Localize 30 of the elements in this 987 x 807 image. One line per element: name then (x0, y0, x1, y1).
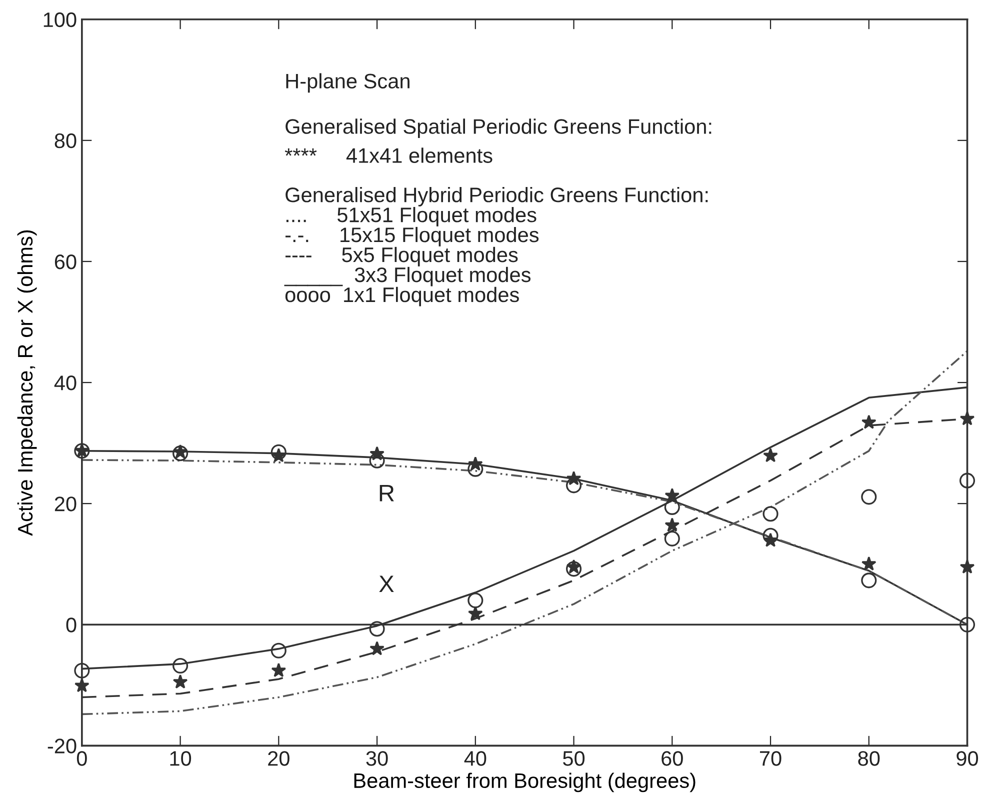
annotation: oooo 1x1 Floquet modes (285, 286, 519, 306)
x-tick-label: 30 (366, 751, 388, 766)
y-tick-label: -20 (48, 738, 76, 754)
x-tick-label: 80 (858, 751, 880, 766)
y-tick-label: 80 (54, 133, 76, 148)
y-tick-label: 20 (54, 496, 76, 512)
y-tick-label: 0 (66, 618, 76, 632)
annotation: Generalised Spatial Periodic Greens Function: (286, 118, 712, 138)
annotation: R (380, 484, 394, 502)
y-tick-label: 100 (44, 12, 76, 28)
y-tick-label: 60 (54, 254, 76, 270)
x-axis-title: Beam-steer from Boresight (degrees) (354, 772, 696, 792)
y-tick-label: 40 (54, 376, 76, 390)
x-tick-label: 50 (563, 751, 585, 766)
x-tick-label: 40 (464, 751, 486, 766)
x-tick-label: 90 (956, 751, 978, 766)
x-tick-label: 0 (76, 751, 87, 766)
y-axis-title: Active Impedance, R or X (ohms) (17, 230, 37, 536)
x-tick-label: 60 (662, 751, 683, 766)
annotation: H-plane Scan (286, 73, 410, 93)
x-tick-label: 10 (170, 751, 192, 766)
annotation: -.-. 15x15 Floquet modes (285, 226, 539, 246)
annotation: _____ 3x3 Floquet modes (284, 266, 531, 286)
x-tick-label: 70 (760, 751, 782, 766)
annotation: X (379, 576, 394, 592)
annotation: .... 51x51 Floquet modes (286, 206, 536, 226)
annotation: Generalised Hybrid Periodic Greens Function: (286, 186, 708, 206)
annotation: ---- 5x5 Floquet modes (285, 246, 518, 266)
x-tick-label: 20 (268, 751, 290, 766)
annotation: **** 41x41 elements (284, 148, 492, 163)
